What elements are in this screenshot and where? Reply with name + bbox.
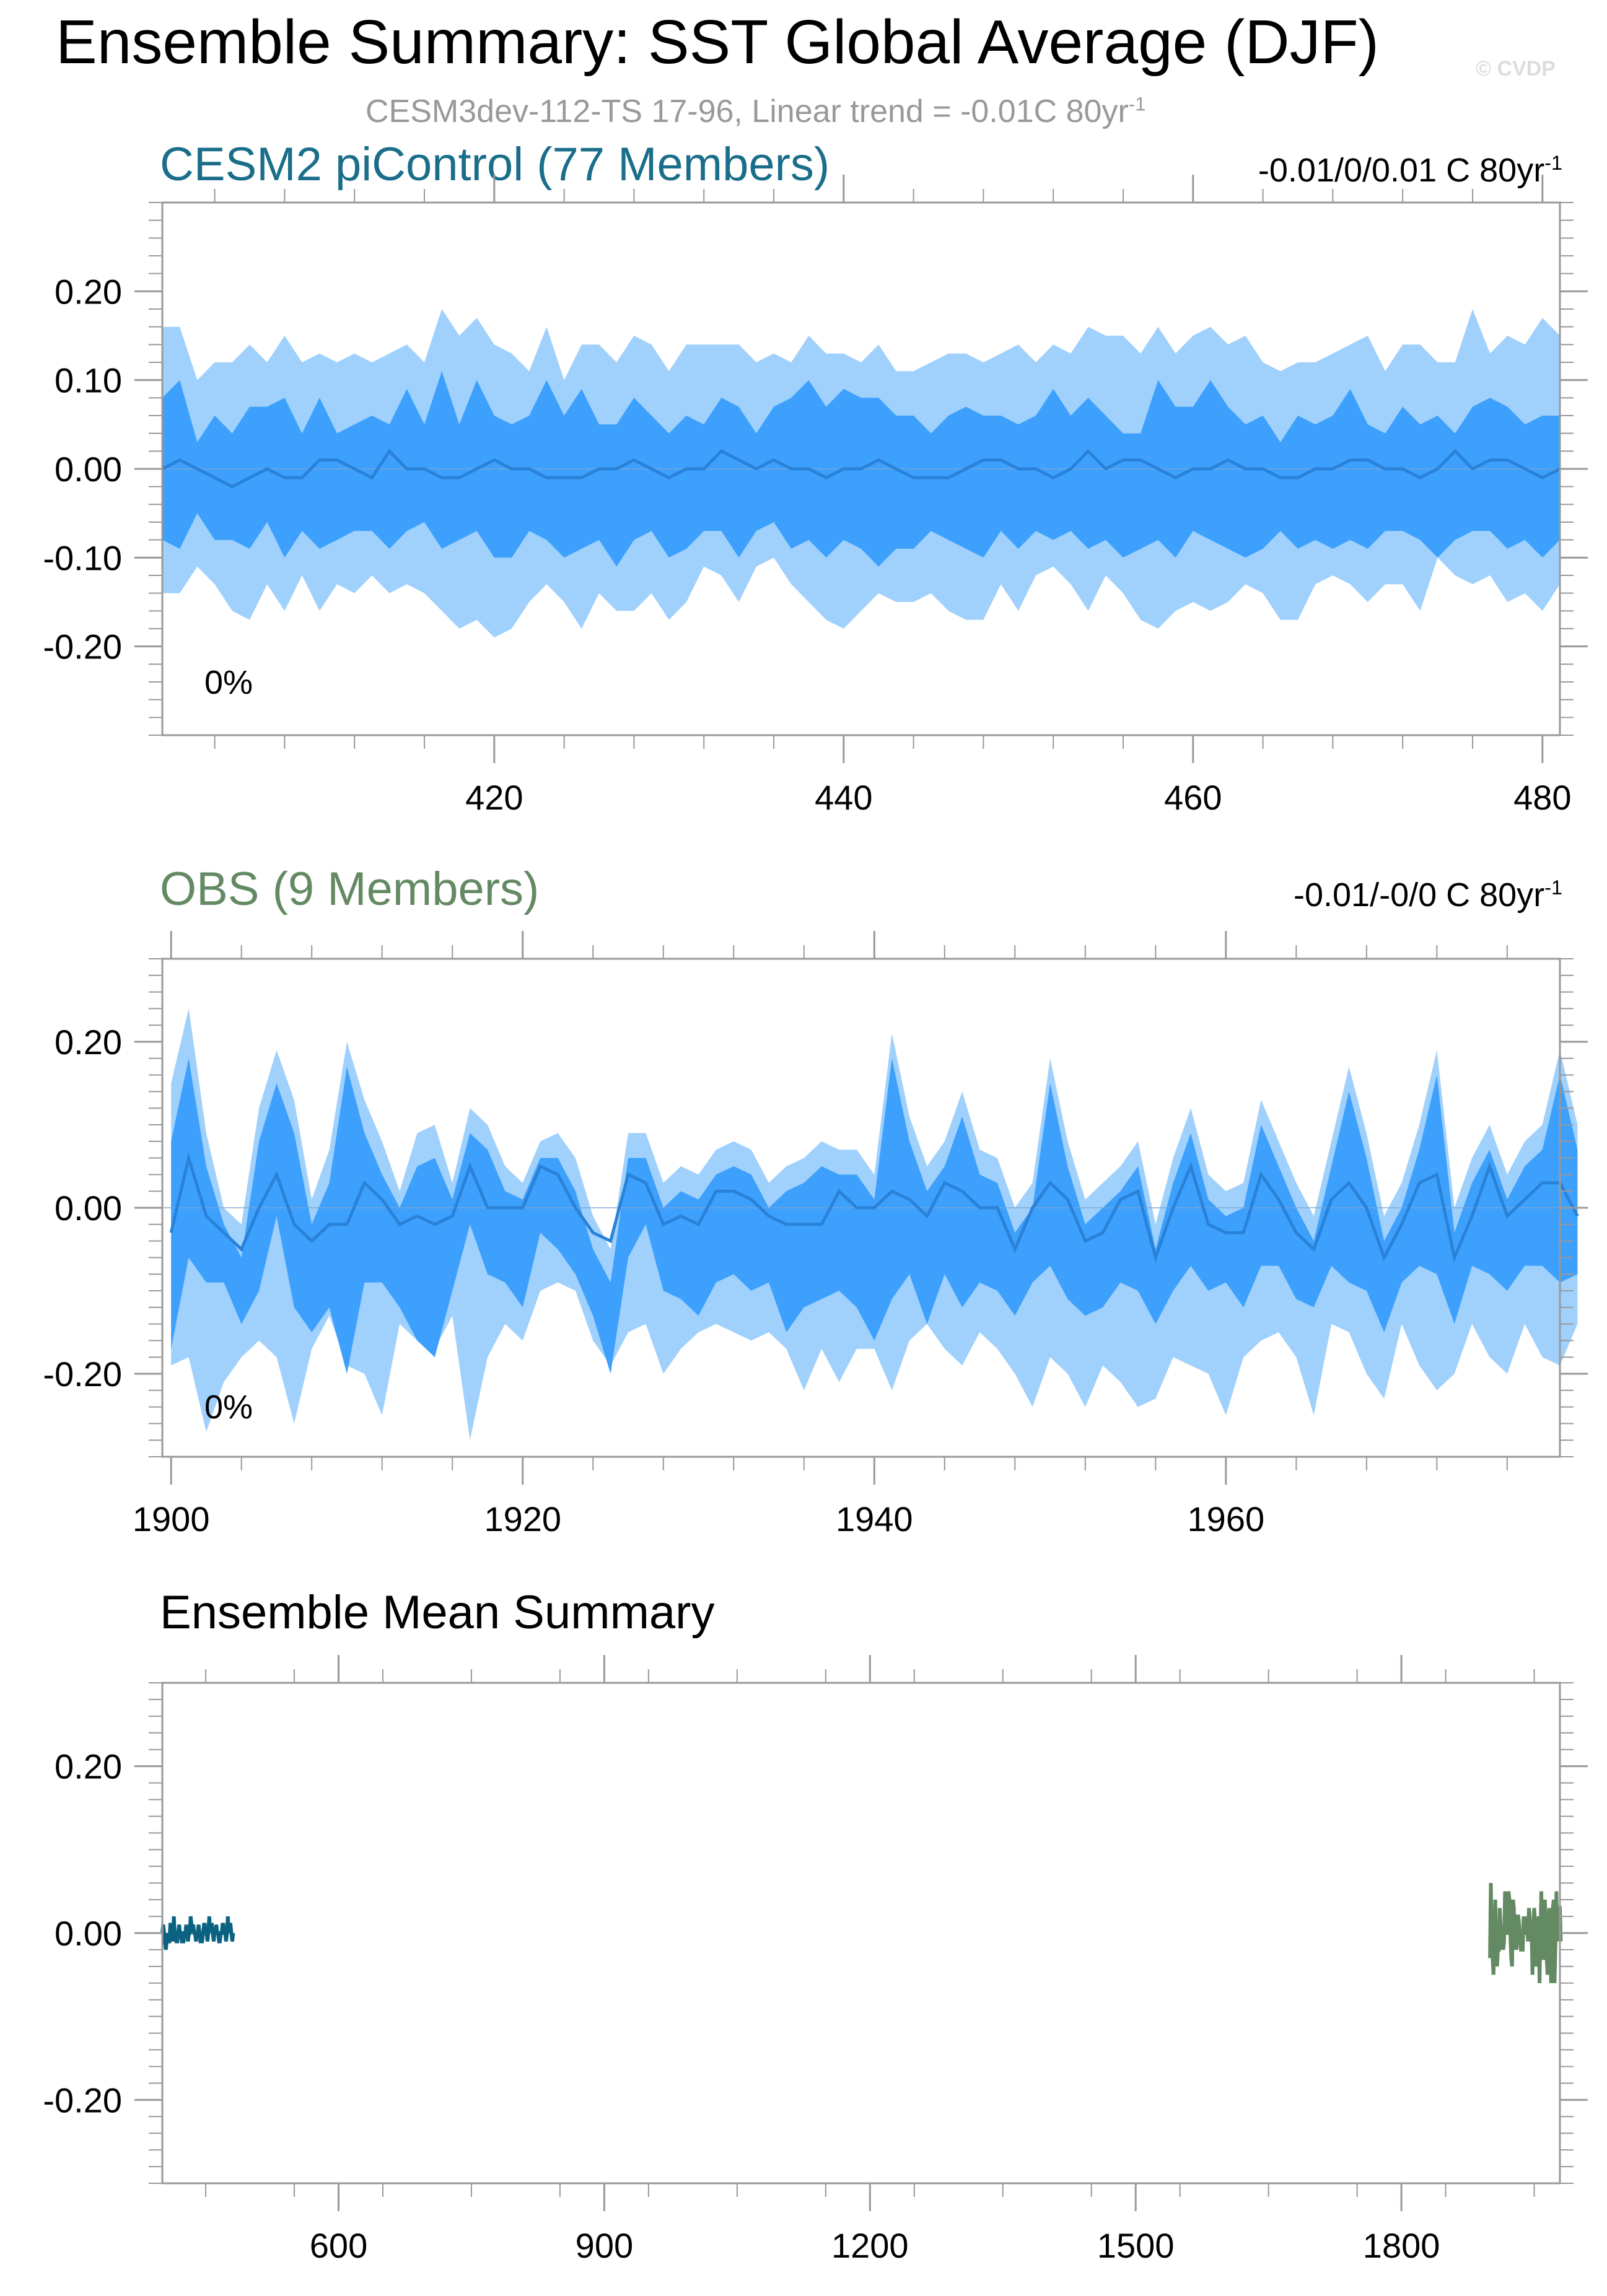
- panel2-trend: -0.01/-0/0 C 80yr-1: [1294, 878, 1562, 912]
- panel3-obs-mean-line: [1488, 1883, 1563, 1983]
- panel3-x-tick-label: 1500: [1097, 2226, 1175, 2265]
- panel1-y-tick-label: -0.20: [43, 627, 122, 666]
- panel2-x-tick-label: 1960: [1188, 1499, 1265, 1539]
- panel3-y-tick-label: 0.20: [55, 1747, 122, 1786]
- panel2-percent-label: 0%: [204, 1389, 253, 1426]
- panel2-x-tick-label: 1920: [484, 1499, 561, 1539]
- panel2-trend-sup: -1: [1544, 876, 1562, 899]
- panel2-inner-band: [171, 1058, 1578, 1374]
- panel3-x-tick-label: 900: [576, 2226, 633, 2265]
- panel2-x-tick-label: 1900: [133, 1499, 210, 1539]
- panel2-trend-text: -0.01/-0/0 C 80yr: [1294, 876, 1545, 914]
- panel1-trend-text: -0.01/0/0.01 C 80yr: [1258, 152, 1545, 189]
- panel2-plot: 0.20 0.00 -0.20 1900 1920 1940 1960 0%: [43, 931, 1588, 1539]
- panel1-y-tick-label: 0.20: [55, 272, 122, 311]
- panel2-y-tick-label: 0.00: [55, 1189, 122, 1228]
- subtitle-text: CESM3dev-112-TS 17-96, Linear trend = -0…: [366, 94, 1129, 129]
- panel2-x-tick-label: 1940: [836, 1499, 913, 1539]
- panel3-frame: [161, 1682, 1561, 2185]
- panel1-x-tick-label: 420: [465, 778, 523, 817]
- panel1-ensemble-mean-line: [161, 448, 1561, 489]
- panel1-x-tick-label: 480: [1513, 778, 1571, 817]
- subtitle-sup: -1: [1128, 93, 1146, 115]
- panel3-x-tick-label: 1200: [831, 2226, 909, 2265]
- subtitle: CESM3dev-112-TS 17-96, Linear trend = -0…: [366, 93, 1146, 130]
- panel1-plot: 0.20 0.10 0.00 -0.10 -0.20 420 440 460 480 0%: [43, 175, 1588, 817]
- panel3-x-tick-label: 600: [310, 2226, 367, 2265]
- panel1-y-tick-label: -0.10: [43, 538, 122, 577]
- panel1-y-tick-label: 0.00: [55, 450, 122, 489]
- panel3-y-tick-label: 0.00: [55, 1914, 122, 1953]
- panel1-trend: -0.01/0/0.01 C 80yr-1: [1258, 152, 1562, 189]
- main-title: Ensemble Summary: SST Global Average (DJ…: [56, 7, 1379, 77]
- panel1-percent-label: 0%: [204, 664, 253, 701]
- panel2-ensemble-mean-line: [169, 1151, 1579, 1263]
- panel3-cesm-mean-line: [160, 1916, 235, 1950]
- panel1-y-tick-label: 0.10: [55, 361, 122, 400]
- cvdp-watermark: © CVDP: [1476, 57, 1556, 81]
- panel1-trend-sup: -1: [1544, 152, 1562, 174]
- panel1-x-tick-label: 440: [815, 778, 872, 817]
- panel3-title: Ensemble Mean Summary: [160, 1586, 715, 1639]
- panel2-y-tick-label: -0.20: [43, 1355, 122, 1394]
- panel3-x-tick-label: 1800: [1363, 2226, 1440, 2265]
- panel1-x-tick-label: 460: [1164, 778, 1222, 817]
- panel2-y-tick-label: 0.20: [55, 1023, 122, 1062]
- panel3-plot: 0.20 0.00 -0.20 600 900 1200 1500 1800: [43, 1655, 1588, 2265]
- panel2-title: OBS (9 Members): [160, 863, 540, 915]
- panel3-y-tick-label: -0.20: [43, 2080, 122, 2119]
